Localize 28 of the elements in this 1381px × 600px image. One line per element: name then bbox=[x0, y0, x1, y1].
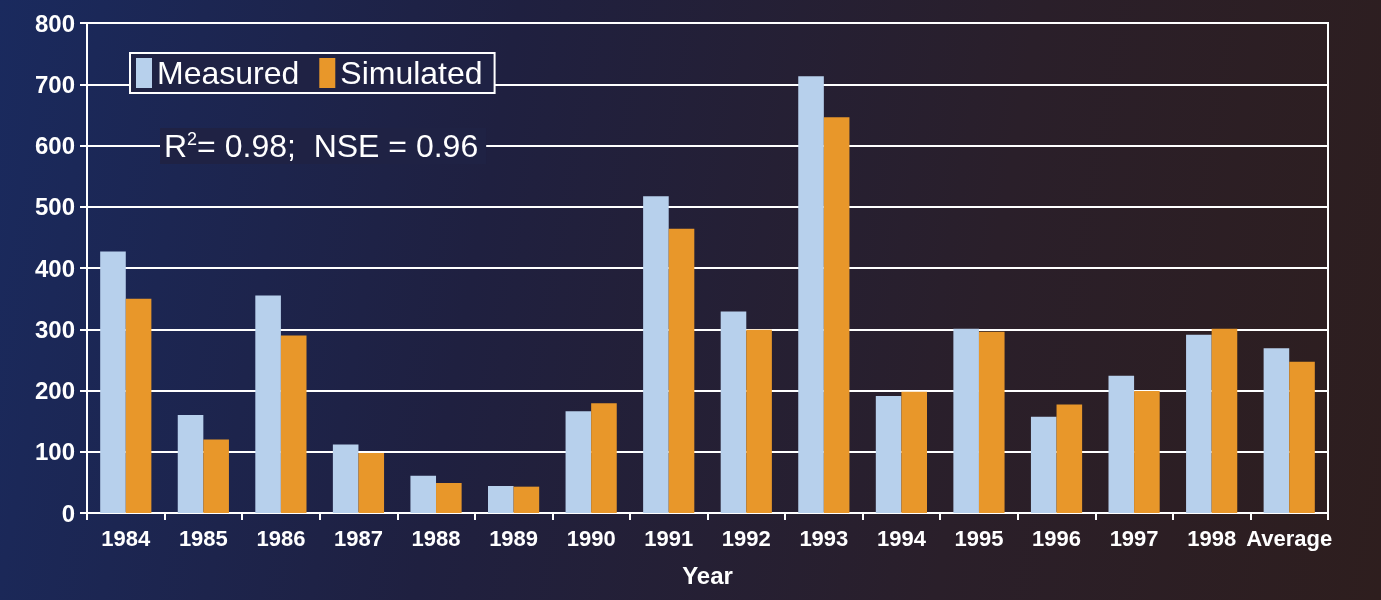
x-tick-label: 1992 bbox=[721, 525, 771, 551]
x-tick-label: 1998 bbox=[1187, 525, 1237, 551]
x-tick-label: 1990 bbox=[566, 525, 616, 551]
x-tick-label: Average bbox=[1246, 525, 1333, 551]
y-tick-label: 600 bbox=[34, 132, 75, 159]
legend-label: Simulated bbox=[340, 55, 483, 91]
x-tick-label: 1985 bbox=[178, 525, 228, 551]
x-tick-label: 1987 bbox=[333, 525, 383, 551]
x-tick-label: 1993 bbox=[799, 525, 849, 551]
legend-label: Measured bbox=[157, 55, 300, 91]
y-tick-label: 0 bbox=[61, 499, 75, 527]
x-tick-label: 1994 bbox=[876, 525, 927, 551]
x-axis-title: Year bbox=[682, 561, 733, 589]
x-tick-label: 1996 bbox=[1032, 525, 1082, 551]
y-tick-label: 100 bbox=[34, 438, 75, 466]
x-tick-label: 1984 bbox=[101, 525, 152, 551]
x-tick-label: 1986 bbox=[256, 525, 306, 551]
y-tick-label: 300 bbox=[34, 315, 75, 343]
x-tick-label: 1988 bbox=[411, 525, 461, 551]
y-tick-label: 400 bbox=[34, 254, 75, 282]
x-tick-label: 1995 bbox=[954, 525, 1004, 551]
x-tick-label: 1991 bbox=[644, 525, 694, 551]
y-tick-label: 200 bbox=[34, 377, 75, 404]
y-tick-label: 800 bbox=[34, 9, 75, 37]
y-tick-label: 700 bbox=[34, 70, 75, 98]
y-tick-label: 500 bbox=[34, 193, 75, 221]
x-tick-label: 1989 bbox=[489, 525, 539, 551]
x-tick-label: 1997 bbox=[1109, 525, 1159, 551]
